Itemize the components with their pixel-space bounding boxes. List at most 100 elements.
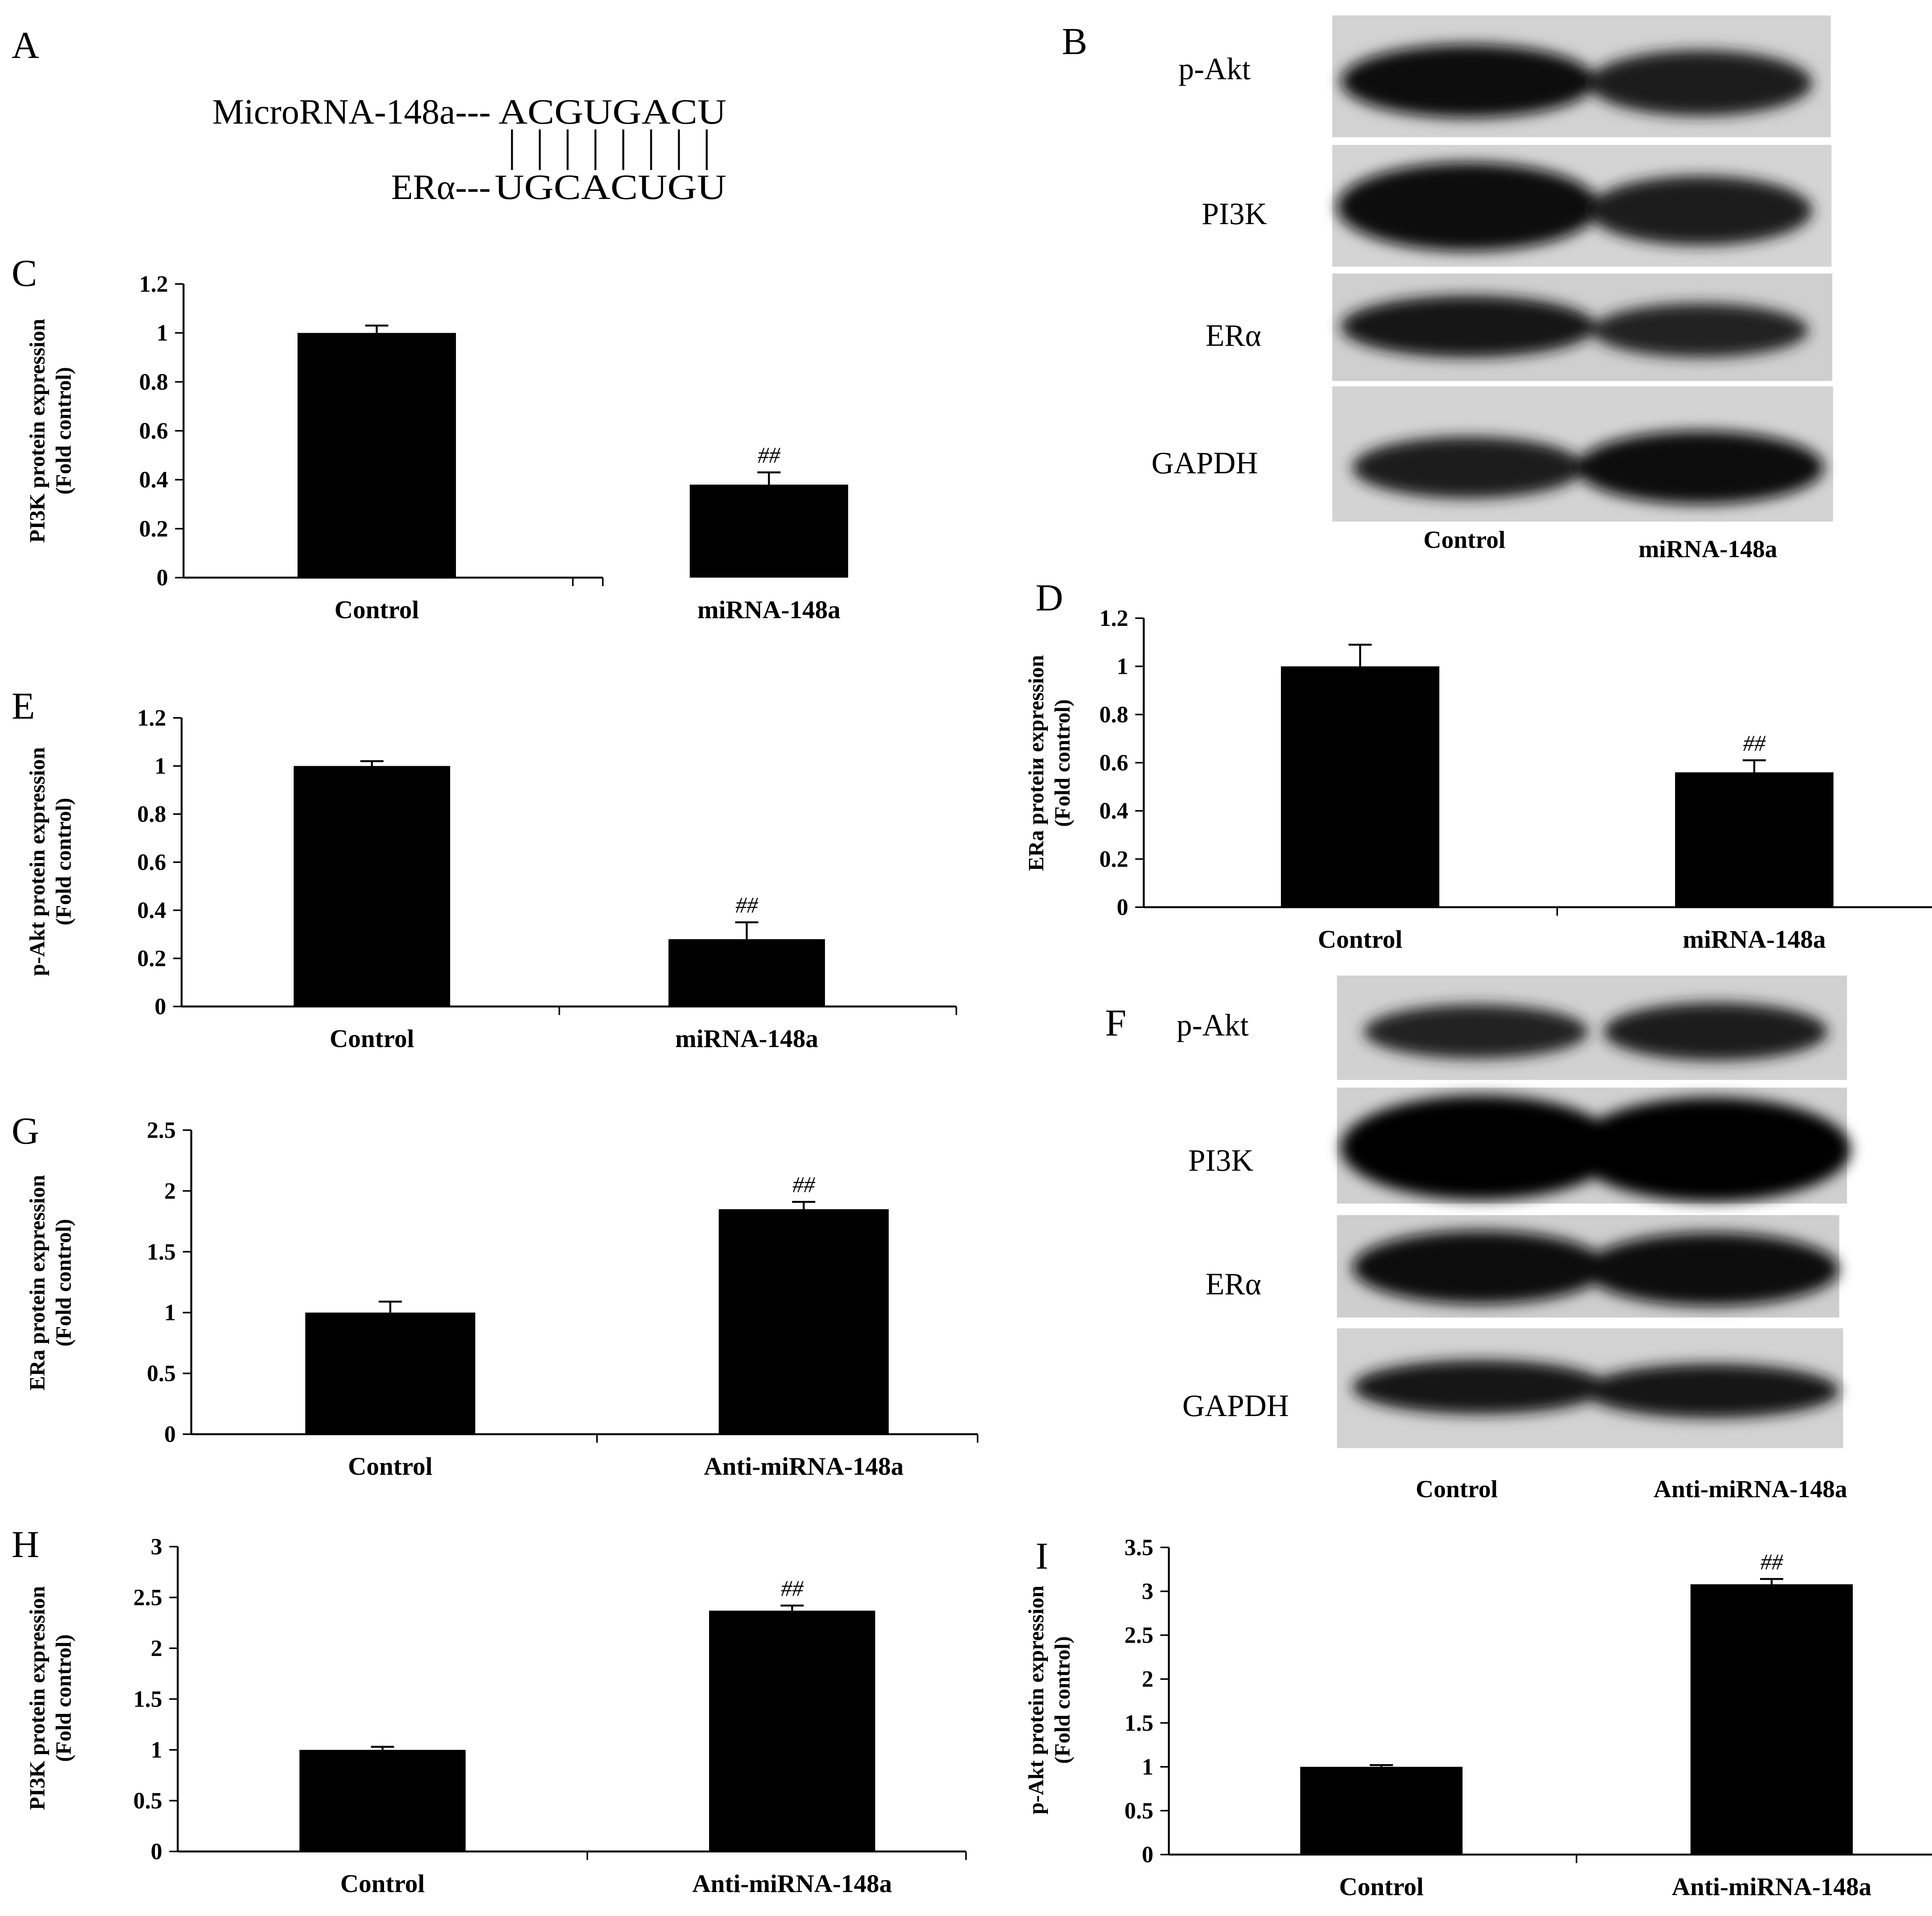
blot-b-lane-mirna: miRNA-148a [1638,535,1777,563]
blot-b-band-pakt-mirna [1588,50,1812,116]
y-axis-label-line1: PI3K protein expression [26,1586,49,1810]
significance-mark: ## [781,1576,804,1601]
y-axis-label-line1: p-Akt protein expression [26,747,49,976]
y-axis-label: PI3K protein expression (Fold control) [26,319,76,543]
blot-f-row-era: ERα [1206,1267,1261,1301]
category-label: Anti-miRNA-148a [692,1870,892,1898]
y-tick-label: 2 [151,1635,162,1661]
blot-b-row-era: ERα [1206,319,1261,353]
y-axis-label: ERa protein expression (Fold control) [26,1175,76,1391]
y-axis-label-line2: (Fold control) [52,367,76,495]
blot-f-band-gapdh-control [1352,1360,1607,1414]
y-axis-label: PI3K protein expression (Fold control) [26,1586,76,1810]
chart-g-era: 0 0.5 1 1.5 2 2.5 Control ## Anti-miRNA-148a ERa … [26,1117,978,1481]
panel-letter-f: F [1105,1002,1126,1044]
y-tick-label: 2.5 [1124,1622,1153,1648]
significance-mark: ## [1743,731,1766,756]
bar [294,766,450,1006]
chart-h-pi3k: 0 0.5 1 1.5 2 2.5 3 Control ## Anti-miRNA-148a PI3… [26,1534,967,1898]
y-tick-label: 0.8 [1099,702,1128,727]
y-tick-label: 0.5 [133,1788,162,1814]
y-axis-label-line2: (Fold control) [52,1219,76,1346]
y-tick-label: 0.4 [137,898,166,923]
y-tick-label: 3.5 [1124,1535,1153,1560]
category-label: Control [1318,925,1403,954]
y-axis-label-line1: PI3K protein expression [26,319,49,543]
y-tick-label: 1.5 [133,1686,162,1712]
y-axis-label-line1: ERa proteiи expression [1024,655,1048,871]
y-tick-label: 1 [1117,654,1128,679]
blot-b-row-gapdh: GAPDH [1151,446,1258,480]
blot-f-band-gapdh-anti [1584,1364,1839,1418]
blot-f-band-era-anti [1584,1233,1839,1306]
category-label: Anti-miRNA-148a [1672,1873,1872,1901]
y-tick-label: 1 [155,753,166,779]
y-axis-label-line2: (Fold control) [1051,1636,1075,1764]
bar [299,1750,466,1851]
bar [690,485,848,578]
blot-f-row-pi3k: PI3K [1188,1144,1253,1178]
y-tick-label: 0 [155,994,166,1019]
western-blot-f: p-Akt PI3K ERα GAPDH Control Anti-miRNA-… [1177,976,1851,1503]
y-axis-label-line1: p-Akt protein expression [1024,1586,1048,1814]
panel-a-alignment: MicroRNA-148a--- ACGUGACU ERα--- UGCACUG… [213,92,726,207]
y-tick-label: 0.2 [1099,846,1128,872]
y-tick-label: 0.5 [147,1361,176,1386]
y-tick-label: 0.8 [139,369,168,394]
significance-mark: ## [736,893,759,918]
blot-b-band-gapdh-mirna [1577,431,1824,504]
panel-letter-e: E [12,685,35,727]
y-axis-label: ERa proteiи expression (Fold control) [1024,655,1075,871]
y-axis-label-line2: (Fold control) [52,1634,76,1762]
significance-mark: ## [1760,1549,1783,1574]
chart-i-pakt: 0 0.5 1 1.5 2 2.5 3 3.5 Control ## Anti-miRNA-148a… [1024,1535,1932,1901]
blot-f-band-pi3k-anti [1573,1097,1851,1202]
blot-f-band-era-control [1352,1231,1607,1304]
significance-mark: ## [793,1172,815,1197]
blot-b-band-pakt-control [1341,44,1596,118]
panel-letter-d: D [1036,577,1063,619]
y-tick-label: 2 [164,1178,176,1204]
y-axis-label: p-Akt protein expression (Fold control) [1024,1586,1075,1814]
panel-letter-g: G [12,1110,39,1152]
y-tick-label: 0.6 [1099,750,1128,775]
blot-b-row-pakt: p-Akt [1179,52,1251,86]
blot-b-lane-control: Control [1423,526,1505,553]
category-label: Control [330,1025,414,1053]
base-pair-lines [511,129,708,170]
bar [305,1312,475,1434]
y-tick-label: 0.5 [1124,1798,1153,1823]
y-tick-label: 1 [164,1300,176,1325]
y-tick-label: 2.5 [133,1585,162,1610]
y-axis-label-line1: ERa protein expression [26,1175,49,1391]
blot-b-row-pi3k: PI3K [1202,197,1267,231]
y-tick-label: 0 [156,565,168,590]
category-label: Control [335,596,419,624]
blot-b-band-era-mirna [1592,303,1808,357]
blot-f-lane-anti: Anti-miRNA-148a [1653,1475,1847,1503]
category-label: Anti-miRNA-148a [704,1452,904,1481]
blot-f-band-pakt-anti [1604,1003,1828,1061]
western-blot-b: p-Akt PI3K ERα GAPDH Control miRNA-148a [1151,15,1833,563]
y-tick-label: 1 [156,320,168,346]
category-label: miRNA-148a [697,596,840,624]
bar [1690,1584,1853,1855]
blot-f-band-pakt-control [1364,1005,1588,1059]
bar [709,1610,875,1851]
category-label: Control [340,1870,425,1898]
panel-letter-b: B [1062,20,1087,63]
y-axis-label: p-Akt protein expression (Fold control) [26,747,76,976]
blot-b-band-pi3k-mirna [1588,176,1812,245]
y-tick-label: 0 [164,1421,176,1447]
category-label: Control [1339,1873,1424,1901]
y-tick-label: 1 [151,1737,162,1763]
y-tick-label: 2 [1142,1666,1153,1692]
y-tick-label: 0.4 [139,467,168,493]
panel-letter-c: C [12,252,37,294]
blot-b-band-pi3k-control [1337,162,1600,251]
bar [719,1209,889,1434]
bar [1300,1766,1463,1855]
y-tick-label: 0.6 [139,418,168,444]
y-tick-label: 1.2 [139,271,168,297]
panel-letter-i: I [1036,1535,1048,1577]
